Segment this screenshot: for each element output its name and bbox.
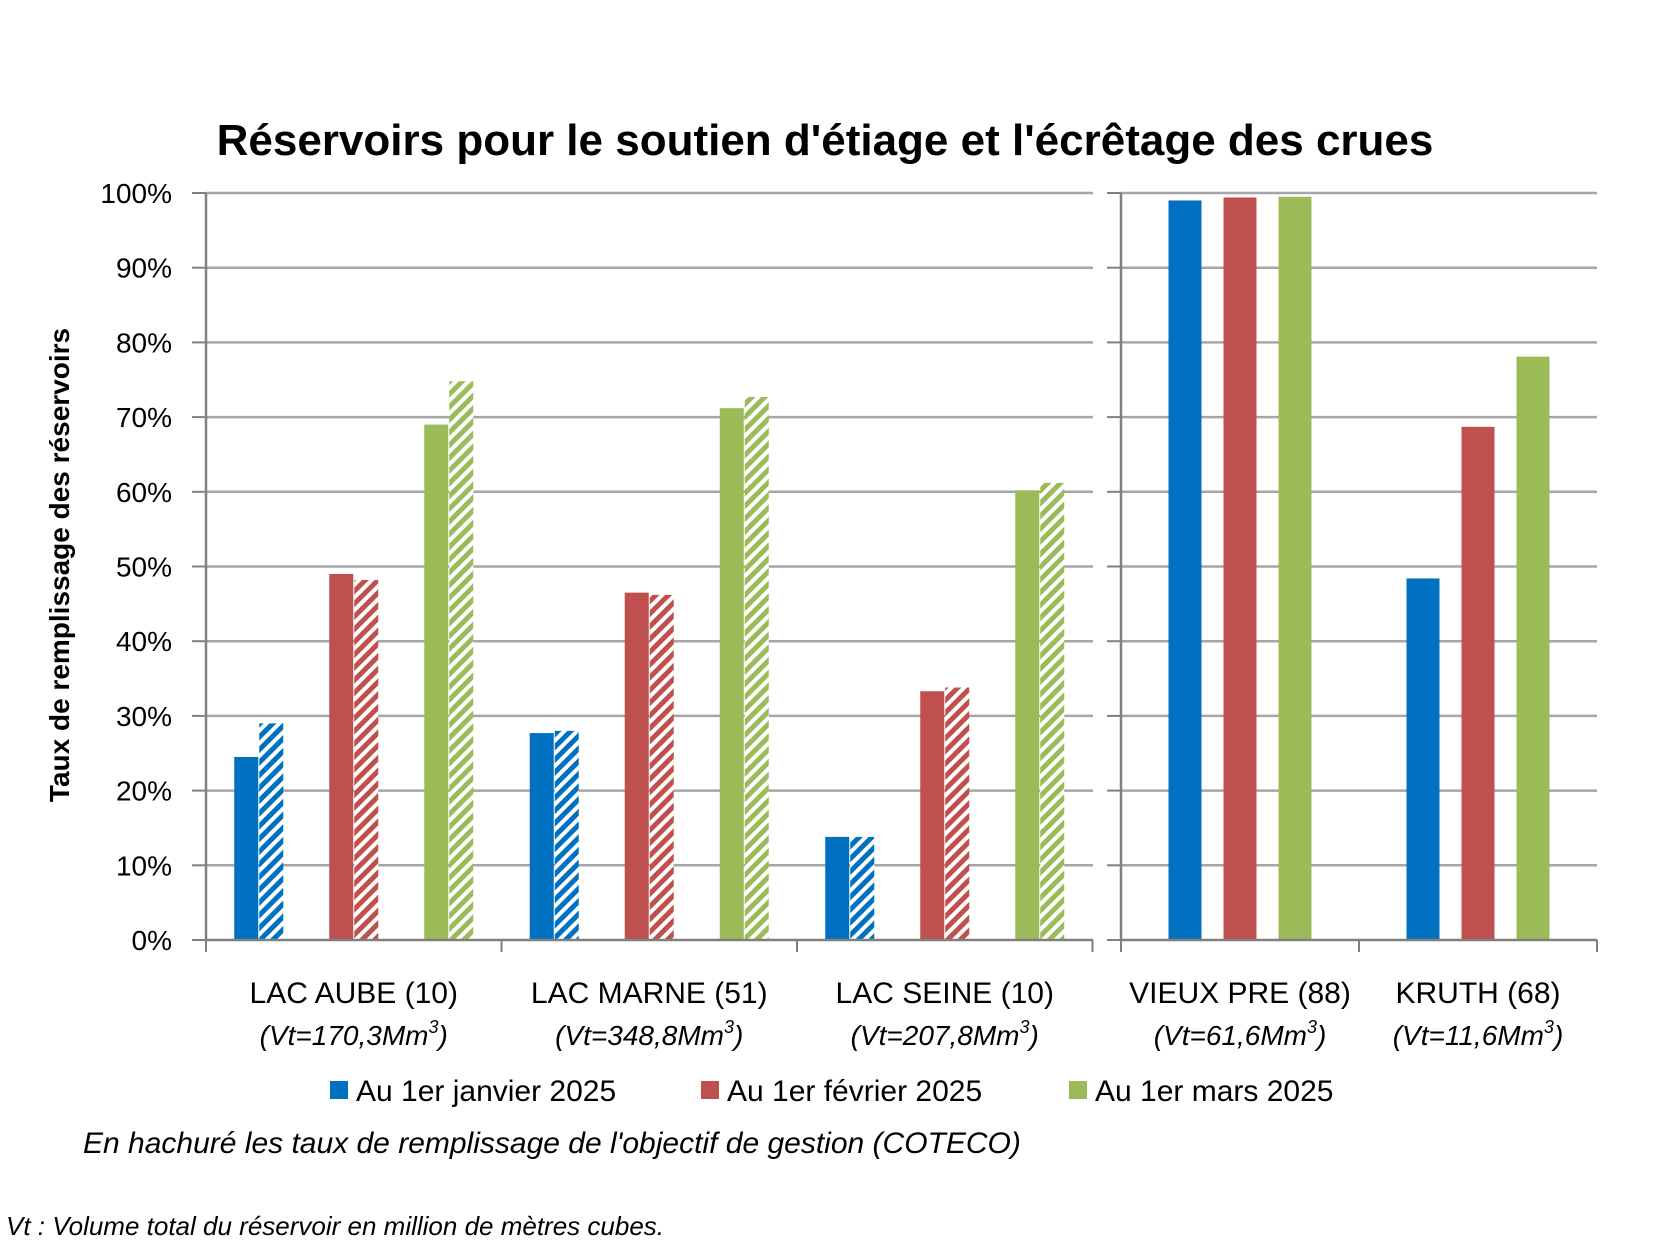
category-label: LAC MARNE (51) [531,977,768,1010]
volume-superscript: 3 [724,1017,734,1037]
bar-mar-1 [719,408,744,940]
objective-bar-mar-2 [1040,482,1065,940]
category-label: VIEUX PRE (88) [1129,977,1351,1010]
volume-suffix: ) [731,1020,743,1051]
volume-superscript: 3 [1544,1017,1554,1037]
gridlines [192,191,1597,941]
bar-mar-1 [1516,356,1550,940]
y-tick-label: 30% [116,701,172,732]
legend: Au 1er janvier 2025 Au 1er février 2025 Au… [330,1075,1333,1108]
objective-bar-jan-2 [850,836,875,940]
bar-mar-0 [1278,196,1312,941]
category-label: LAC SEINE (10) [836,977,1054,1010]
bar-jan-2 [825,836,850,940]
bar-feb-1 [1461,426,1495,940]
legend-swatch-mar [1069,1081,1087,1099]
bar-jan-0 [1168,200,1202,941]
objective-bar-mar-0 [449,381,474,940]
volume-suffix: ) [1314,1020,1326,1051]
y-axis-label: Taux de remplissage des réservoirs [44,328,75,802]
category-label: LAC AUBE (10) [250,977,458,1010]
bar-mar-2 [1015,490,1040,940]
category-labels: LAC AUBE (10)(Vt=170,3Mm3)LAC MARNE (51)… [250,977,1564,1051]
y-tick-label: 80% [116,327,172,358]
legend-swatch-jan [330,1081,348,1099]
y-tick-label: 70% [116,402,172,433]
objective-bar-feb-0 [354,579,379,940]
bar-jan-0 [234,756,259,940]
volume-prefix: (Vt=207,8Mm [851,1020,1020,1051]
volume-prefix: (Vt=61,6Mm [1154,1020,1307,1051]
y-tick-label: 60% [116,477,172,508]
volume-superscript: 3 [429,1017,439,1037]
volume-prefix: (Vt=348,8Mm [555,1020,724,1051]
volume-suffix: ) [436,1020,448,1051]
legend-swatch-feb [701,1081,719,1099]
category-volume: (Vt=170,3Mm3) [260,1017,448,1051]
bar-feb-1 [624,592,649,940]
y-tick-label: 20% [116,776,172,807]
bar-feb-2 [920,691,945,940]
legend-label-mar: Au 1er mars 2025 [1095,1075,1333,1108]
category-volume: (Vt=207,8Mm3) [851,1017,1039,1051]
category-label: KRUTH (68) [1395,977,1560,1010]
volume-suffix: ) [1027,1020,1039,1051]
bars [234,196,1550,941]
bar-jan-1 [1406,578,1440,940]
x-axis [204,193,1598,952]
y-tick-label: 50% [116,552,172,583]
y-axis-ticks: 0% 10% 20% 30% 40% 50% 60% 70% 80% 90% 100% [100,178,172,956]
volume-suffix: ) [1551,1020,1563,1051]
volume-footnote: Vt : Volume total du réservoir en millio… [6,1211,664,1241]
y-tick-label: 40% [116,626,172,657]
chart-title: Réservoirs pour le soutien d'étiage et l… [217,116,1434,165]
legend-label-jan: Au 1er janvier 2025 [356,1075,616,1108]
category-volume: (Vt=61,6Mm3) [1154,1017,1327,1051]
volume-superscript: 3 [1020,1017,1030,1037]
y-tick-label: 0% [132,925,172,956]
volume-superscript: 3 [1307,1017,1317,1037]
category-volume: (Vt=11,6Mm3) [1393,1017,1564,1051]
bar-feb-0 [329,573,354,940]
y-tick-label: 100% [100,178,172,209]
bar-mar-0 [424,424,449,940]
category-volume: (Vt=348,8Mm3) [555,1017,743,1051]
y-tick-label: 90% [116,253,172,284]
hatched-note: En hachuré les taux de remplissage de l'… [83,1127,1021,1160]
volume-prefix: (Vt=11,6Mm [1393,1020,1544,1051]
objective-bar-jan-1 [554,730,579,940]
volume-prefix: (Vt=170,3Mm [260,1020,429,1051]
objective-bar-mar-1 [744,396,769,940]
y-tick-label: 10% [116,850,172,881]
objective-bar-feb-2 [945,687,970,940]
objective-bar-jan-0 [259,723,284,940]
bar-feb-0 [1223,197,1257,940]
legend-label-feb: Au 1er février 2025 [727,1075,982,1108]
bar-jan-1 [529,733,554,940]
objective-bar-feb-1 [649,594,674,940]
